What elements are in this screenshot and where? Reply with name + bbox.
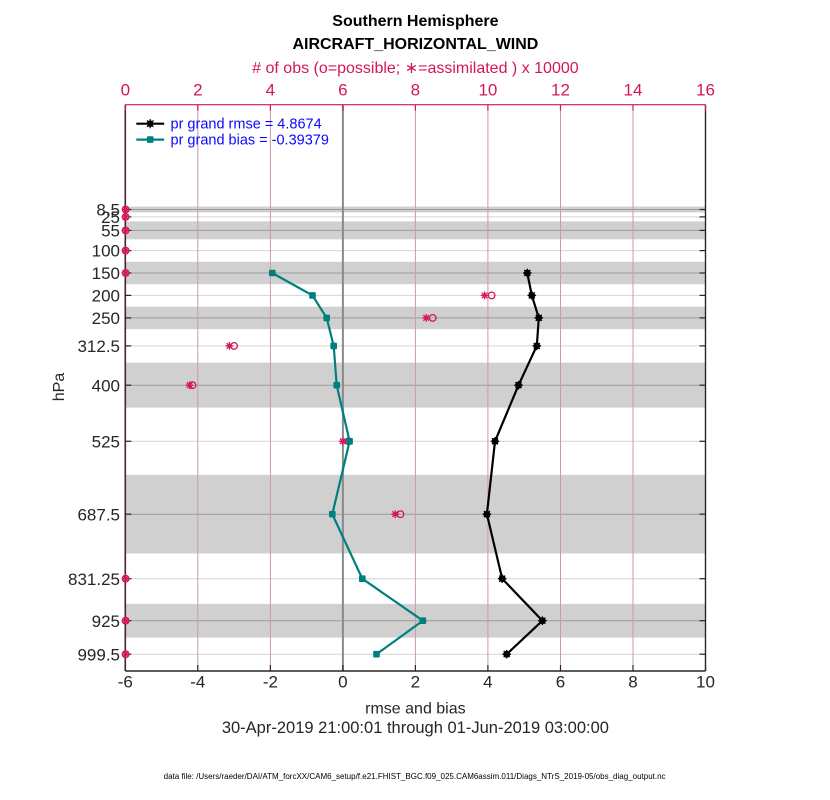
- svg-text:525: 525: [92, 432, 120, 451]
- svg-text:0: 0: [338, 673, 347, 692]
- svg-text:# of obs (o=possible; ∗=assimi: # of obs (o=possible; ∗=assimilated ) x …: [252, 60, 579, 77]
- svg-text:999.5: 999.5: [77, 645, 120, 664]
- svg-text:4: 4: [483, 673, 492, 692]
- svg-text:4: 4: [266, 81, 275, 100]
- svg-text:2: 2: [193, 81, 202, 100]
- svg-text:10: 10: [478, 81, 497, 100]
- svg-text:8.5: 8.5: [96, 201, 120, 220]
- svg-text:pr grand bias = -0.39379: pr grand bias = -0.39379: [171, 132, 329, 148]
- svg-text:-4: -4: [190, 673, 205, 692]
- svg-text:150: 150: [92, 264, 120, 283]
- svg-text:-2: -2: [263, 673, 278, 692]
- svg-text:pr grand rmse = 4.8674: pr grand rmse = 4.8674: [171, 116, 322, 132]
- svg-text:55: 55: [101, 222, 120, 241]
- svg-text:400: 400: [92, 376, 120, 395]
- svg-text:rmse and bias: rmse and bias: [365, 701, 466, 718]
- svg-text:12: 12: [551, 81, 570, 100]
- svg-text:AIRCRAFT_HORIZONTAL_WIND: AIRCRAFT_HORIZONTAL_WIND: [292, 36, 538, 53]
- svg-text:10: 10: [696, 673, 715, 692]
- svg-text:312.5: 312.5: [77, 337, 120, 356]
- svg-text:-6: -6: [118, 673, 133, 692]
- svg-text:25: 25: [101, 208, 120, 227]
- svg-text:hPa: hPa: [51, 373, 68, 402]
- svg-text:data file: /Users/raeder/DAI/A: data file: /Users/raeder/DAI/ATM_forcXX/…: [164, 772, 666, 781]
- svg-text:831.25: 831.25: [68, 570, 120, 589]
- svg-text:16: 16: [696, 81, 715, 100]
- svg-text:2: 2: [411, 673, 420, 692]
- svg-text:8: 8: [628, 673, 637, 692]
- svg-text:925: 925: [92, 612, 120, 631]
- svg-text:14: 14: [624, 81, 643, 100]
- svg-text:8: 8: [411, 81, 420, 100]
- svg-text:687.5: 687.5: [77, 505, 120, 524]
- svg-text:200: 200: [92, 287, 120, 306]
- svg-text:0: 0: [121, 81, 130, 100]
- svg-text:250: 250: [92, 309, 120, 328]
- svg-text:6: 6: [338, 81, 347, 100]
- svg-text:Southern Hemisphere: Southern Hemisphere: [332, 13, 498, 30]
- svg-text:30-Apr-2019 21:00:01 through 0: 30-Apr-2019 21:00:01 through 01-Jun-2019…: [222, 719, 609, 737]
- svg-text:100: 100: [92, 242, 120, 261]
- svg-text:6: 6: [556, 673, 565, 692]
